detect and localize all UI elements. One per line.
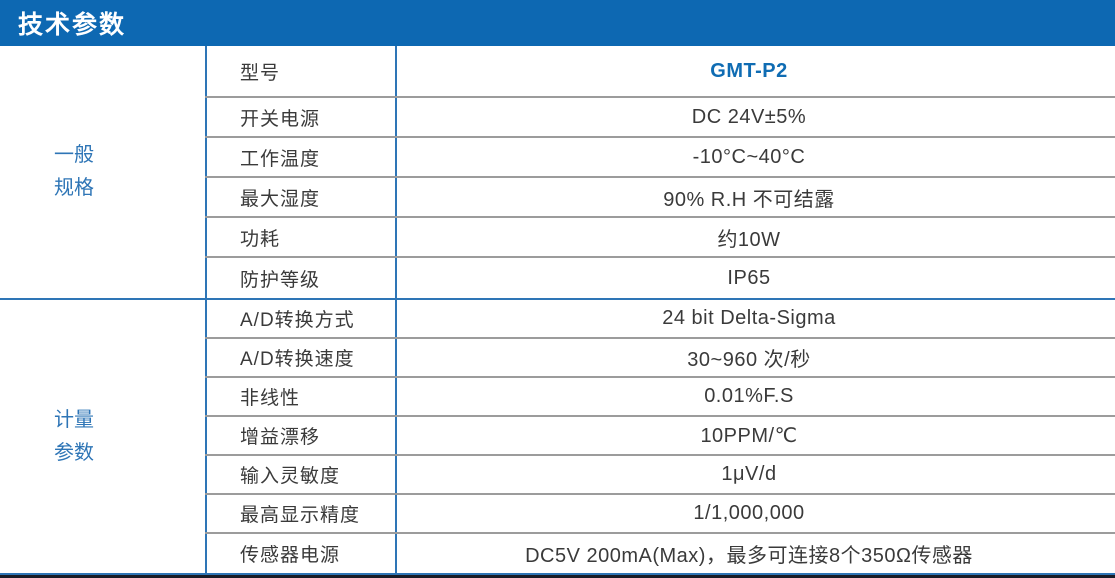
param-label: A/D转换速度: [205, 339, 395, 376]
param-label: 增益漂移: [205, 417, 395, 454]
param-value: 90% R.H 不可结露: [395, 178, 1115, 216]
category-label-line: 规格: [54, 177, 94, 199]
param-label: 输入灵敏度: [205, 456, 395, 493]
category-label: 一般 规格: [0, 139, 148, 205]
param-value-model: GMT-P2: [395, 46, 1115, 96]
category-label-line: 计量: [54, 408, 94, 431]
category-cell: 计量 参数: [0, 300, 205, 573]
category-label-line: 一般: [54, 144, 94, 166]
param-label: 传感器电源: [205, 534, 395, 573]
param-label: 功耗: [205, 218, 395, 256]
section-general-specs: 一般规格 型号 GMT-P2 开关电源 DC 24V±5% 工作温度 -10°C~40°C…: [0, 46, 1115, 300]
param-value: 0.01%F.S: [395, 378, 1115, 415]
rows-container: 型号 GMT-P2 开关电源 DC 24V±5% 工作温度 -10°C~40°C 最大湿度 9…: [205, 46, 1115, 298]
section-header-bar: 技术参数: [0, 0, 1115, 46]
param-label: 工作温度: [205, 138, 395, 176]
category-cell: 一般 规格: [0, 46, 205, 298]
table-row: 输入灵敏度 1μV/d: [205, 456, 1115, 495]
table-row: 传感器电源 DC5V 200mA(Max)，最多可连接8个350Ω传感器: [205, 534, 1115, 573]
param-value: IP65: [395, 258, 1115, 298]
param-value: 1/1,000,000: [395, 495, 1115, 532]
table-row: 非线性 0.01%F.S: [205, 378, 1115, 417]
param-value: 约10W: [395, 218, 1115, 256]
param-value: DC 24V±5%: [395, 98, 1115, 136]
param-label: A/D转换方式: [205, 300, 395, 337]
section-measurement-params: 计量参数 A/D转换方式 24 bit Delta-Sigma A/D转换速度 30~…: [0, 300, 1115, 573]
param-value: 24 bit Delta-Sigma: [395, 300, 1115, 337]
table-row: A/D转换速度 30~960 次/秒: [205, 339, 1115, 378]
table-row: 防护等级 IP65: [205, 258, 1115, 298]
param-value: 10PPM/℃: [395, 417, 1115, 454]
table-row: 工作温度 -10°C~40°C: [205, 138, 1115, 178]
rows-container: A/D转换方式 24 bit Delta-Sigma A/D转换速度 30~960 次…: [205, 300, 1115, 573]
page-title: 技术参数: [18, 11, 127, 39]
table-row: 型号 GMT-P2: [205, 46, 1115, 98]
spec-table: 一般规格 型号 GMT-P2 开关电源 DC 24V±5% 工作温度 -10°C~40°C…: [0, 46, 1115, 575]
table-row: 开关电源 DC 24V±5%: [205, 98, 1115, 138]
param-label: 非线性: [205, 378, 395, 415]
param-label: 最大湿度: [205, 178, 395, 216]
table-row: A/D转换方式 24 bit Delta-Sigma: [205, 300, 1115, 339]
param-label: 开关电源: [205, 98, 395, 136]
table-row: 最大湿度 90% R.H 不可结露: [205, 178, 1115, 218]
param-value: 1μV/d: [395, 456, 1115, 493]
table-row: 最高显示精度 1/1,000,000: [205, 495, 1115, 534]
param-label: 防护等级: [205, 258, 395, 298]
param-value: 30~960 次/秒: [395, 339, 1115, 376]
table-row: 增益漂移 10PPM/℃: [205, 417, 1115, 456]
param-label: 最高显示精度: [205, 495, 395, 532]
category-label: 计量 参数: [0, 404, 148, 470]
param-value: -10°C~40°C: [395, 138, 1115, 176]
param-label: 型号: [205, 46, 395, 96]
bottom-border-line: [0, 575, 1115, 578]
table-row: 功耗 约10W: [205, 218, 1115, 258]
category-label-line: 参数: [54, 441, 94, 464]
param-value: DC5V 200mA(Max)，最多可连接8个350Ω传感器: [395, 534, 1115, 573]
